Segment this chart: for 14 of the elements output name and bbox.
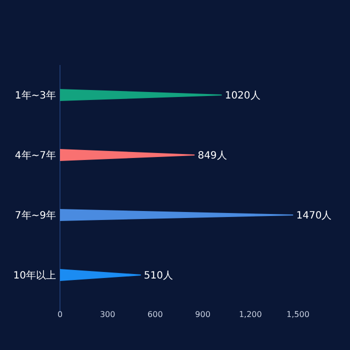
y-tick-label: 4年~7年: [14, 150, 56, 162]
x-tick-label: 600: [148, 310, 163, 319]
x-tick-label: 900: [195, 310, 210, 319]
y-tick-label: 10年以上: [13, 270, 56, 282]
x-tick-label: 1,200: [238, 310, 262, 319]
y-tick-label: 7年~9年: [14, 210, 56, 222]
data-label: 510人: [144, 270, 174, 282]
x-tick-label: 0: [57, 310, 63, 319]
data-label: 1470人: [296, 210, 332, 222]
data-label: 1020人: [224, 90, 260, 102]
x-tick-label: 1,500: [286, 310, 310, 319]
x-tick-label: 300: [100, 310, 116, 319]
y-tick-label: 1年~3年: [14, 90, 56, 102]
data-label: 849人: [198, 150, 227, 162]
